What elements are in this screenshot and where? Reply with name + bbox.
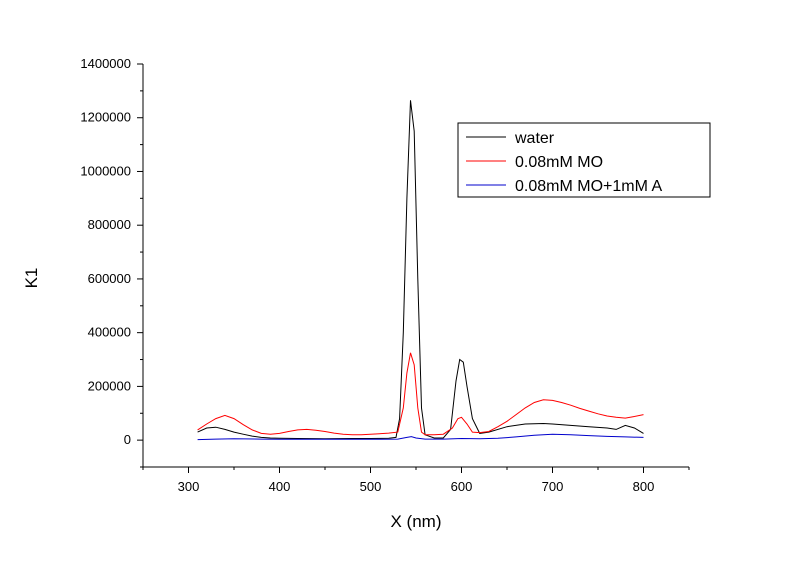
legend-label-2: 0.08mM MO+1mM A [515,178,662,195]
series-line-2 [197,433,644,441]
y-tick-label: 1400000 [80,56,131,71]
x-axis-title: X (nm) [391,512,442,531]
legend-label-1: 0.08mM MO [515,154,603,171]
y-tick-label: 1000000 [80,163,131,178]
legend: water 0.08mM MO 0.08mM MO+1mM A [457,122,711,198]
plot-lines [197,100,644,441]
y-tick-label: 1200000 [80,110,131,125]
y-axis-title: K1 [22,268,41,289]
y-tick-label: 600000 [88,271,131,286]
y-tick-label: 400000 [88,325,131,340]
ticks: 300 400 500 600 700 800 0 200000 400000 600000 800… [80,56,690,494]
x-tick-label: 400 [269,479,291,494]
y-tick-label: 200000 [88,378,131,393]
legend-label-0: water [514,130,555,147]
x-tick-label: 300 [178,479,200,494]
x-tick-label: 800 [633,479,655,494]
y-tick-label: 800000 [88,217,131,232]
x-tick-label: 600 [451,479,473,494]
series-line-0 [197,100,644,440]
y-tick-label: 0 [124,432,131,447]
x-tick-label: 500 [360,479,382,494]
series-line-1 [197,352,644,436]
x-tick-label: 700 [542,479,564,494]
